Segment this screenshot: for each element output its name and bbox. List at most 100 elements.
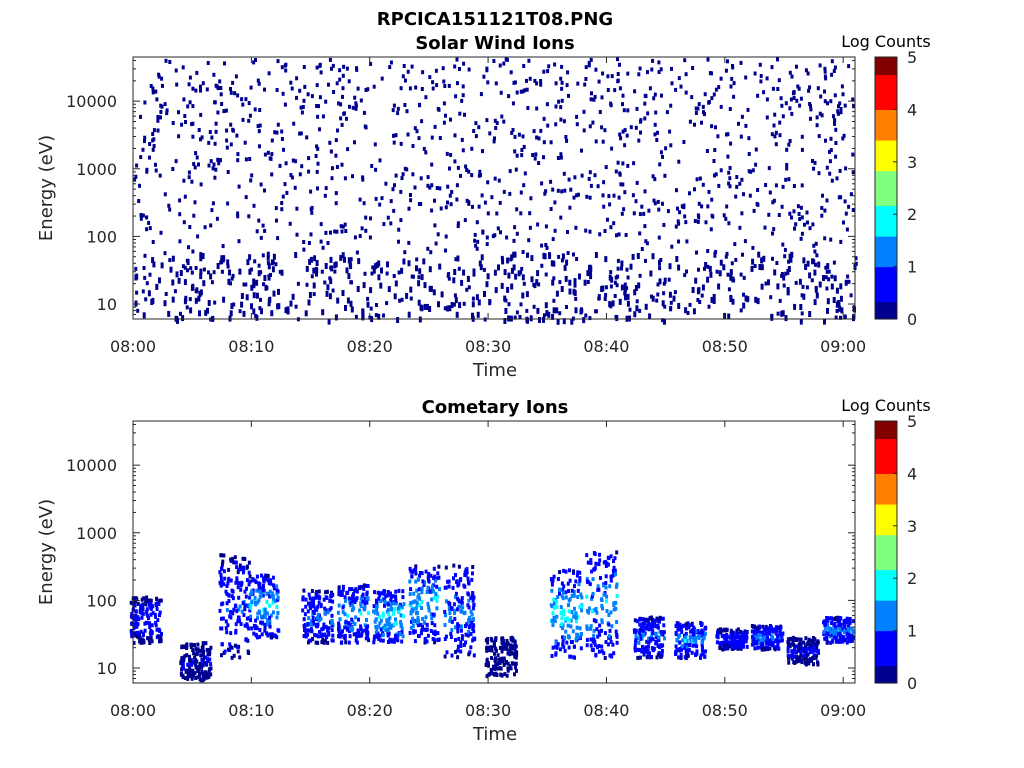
heatmap-cell xyxy=(592,618,596,623)
colorbar-segment xyxy=(875,91,897,97)
heatmap-cell xyxy=(163,251,167,256)
heatmap-cell xyxy=(769,295,773,300)
heatmap-cell xyxy=(573,606,576,611)
heatmap-cell xyxy=(334,201,338,206)
heatmap-cell xyxy=(302,240,306,244)
heatmap-cell xyxy=(849,637,853,642)
heatmap-cell xyxy=(527,238,531,243)
heatmap-cell xyxy=(421,70,425,75)
heatmap-cell xyxy=(471,626,475,631)
heatmap-cell xyxy=(677,159,681,164)
heatmap-cell xyxy=(208,652,212,657)
heatmap-cell xyxy=(521,274,525,281)
heatmap-cell xyxy=(746,107,750,112)
heatmap-cell xyxy=(529,196,533,201)
heatmap-cell xyxy=(810,278,814,283)
heatmap-cell xyxy=(782,283,786,288)
heatmap-cell xyxy=(642,647,646,652)
heatmap-cell xyxy=(207,300,211,306)
heatmap-cell xyxy=(394,601,398,606)
heatmap-cell xyxy=(791,91,795,96)
heatmap-cell xyxy=(394,133,398,138)
heatmap-cell xyxy=(307,640,310,645)
heatmap-cell xyxy=(257,583,261,588)
heatmap-cell xyxy=(218,79,222,84)
heatmap-cell xyxy=(575,635,579,640)
heatmap-cell xyxy=(705,149,709,153)
heatmap-cell xyxy=(636,655,640,660)
heatmap-cell xyxy=(558,311,562,316)
heatmap-cell xyxy=(308,258,312,265)
heatmap-cell xyxy=(701,652,705,656)
heatmap-cell xyxy=(354,314,358,319)
heatmap-cell xyxy=(458,111,462,116)
heatmap-cell xyxy=(189,674,193,679)
heatmap-cell xyxy=(571,629,575,634)
heatmap-cell xyxy=(226,581,230,586)
heatmap-cell xyxy=(409,286,413,293)
heatmap-cell xyxy=(399,613,403,618)
heatmap-cell xyxy=(703,654,707,659)
heatmap-cell xyxy=(265,631,268,636)
heatmap-cell xyxy=(556,595,560,599)
heatmap-cell xyxy=(658,629,662,634)
heatmap-cell xyxy=(302,588,306,593)
heatmap-cell xyxy=(634,199,638,204)
heatmap-cell xyxy=(393,183,396,188)
heatmap-cell xyxy=(638,627,642,632)
heatmap-cell xyxy=(400,176,404,181)
heatmap-cell xyxy=(702,110,705,115)
heatmap-cell xyxy=(283,102,287,107)
heatmap-cell xyxy=(704,626,707,631)
heatmap-cell xyxy=(648,313,652,320)
heatmap-cell xyxy=(349,601,353,606)
heatmap-cell xyxy=(560,594,564,599)
heatmap-cell xyxy=(219,86,223,90)
heatmap-cell xyxy=(159,110,163,114)
heatmap-cell xyxy=(273,586,277,591)
heatmap-cell xyxy=(386,633,390,638)
heatmap-cell xyxy=(838,639,842,644)
heatmap-cell xyxy=(833,65,837,70)
heatmap-cell xyxy=(846,274,850,279)
heatmap-cell xyxy=(148,621,152,626)
heatmap-cell xyxy=(668,291,672,298)
heatmap-cell xyxy=(152,261,156,268)
heatmap-cell xyxy=(330,265,334,272)
heatmap-cell xyxy=(393,293,397,300)
heatmap-cell xyxy=(130,621,134,626)
heatmap-cell xyxy=(408,86,412,91)
heatmap-cell xyxy=(267,71,271,76)
heatmap-cell xyxy=(542,316,545,323)
heatmap-cell xyxy=(394,589,398,594)
heatmap-cell xyxy=(438,263,442,270)
heatmap-cell xyxy=(275,604,279,609)
heatmap-cell xyxy=(263,628,267,633)
heatmap-cell xyxy=(397,588,401,593)
heatmap-cell xyxy=(146,613,150,618)
heatmap-cell xyxy=(551,279,555,286)
heatmap-cell xyxy=(151,90,155,95)
heatmap-cell xyxy=(372,267,376,274)
heatmap-cell xyxy=(653,177,657,182)
heatmap-cell xyxy=(623,291,627,296)
colorbar-segment xyxy=(875,538,897,544)
heatmap-cell xyxy=(409,587,413,592)
heatmap-cell xyxy=(224,108,228,113)
heatmap-cell xyxy=(229,610,233,614)
heatmap-cell xyxy=(326,628,329,633)
heatmap-cell xyxy=(559,76,563,81)
heatmap-cell xyxy=(634,285,638,291)
heatmap-cell xyxy=(564,569,568,574)
heatmap-cell xyxy=(199,137,202,142)
heatmap-cell xyxy=(621,161,625,166)
heatmap-cell xyxy=(836,111,840,116)
heatmap-cell xyxy=(646,644,650,649)
heatmap-cell xyxy=(730,261,734,266)
heatmap-cell xyxy=(503,318,507,324)
heatmap-cell xyxy=(311,621,315,626)
heatmap-cell xyxy=(674,624,678,628)
heatmap-cell xyxy=(614,572,618,577)
heatmap-cell xyxy=(245,294,249,301)
heatmap-cell xyxy=(841,136,845,141)
